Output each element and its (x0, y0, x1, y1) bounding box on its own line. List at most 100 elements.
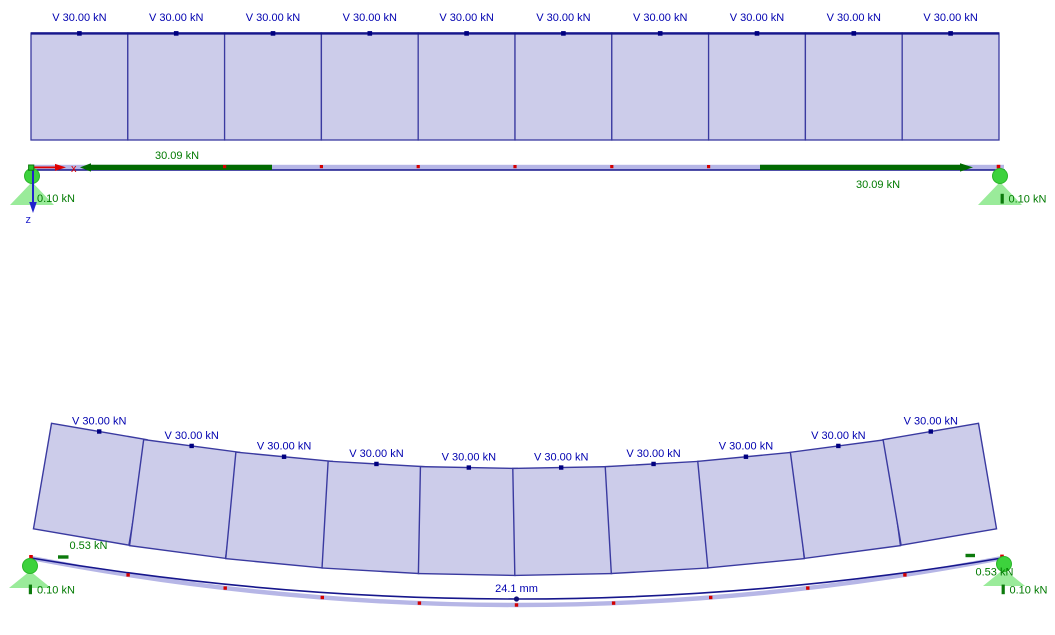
deflection-node-dot[interactable] (709, 595, 713, 600)
deformed-panel[interactable] (417, 465, 518, 577)
load-label[interactable]: V 30.00 kN (923, 12, 977, 24)
axial-force-arrowhead-right-icon (960, 163, 973, 172)
panel[interactable] (223, 32, 323, 141)
axis-z-label: z (26, 214, 32, 226)
member-node-dot[interactable] (416, 165, 420, 169)
load-label[interactable]: V 30.00 kN (633, 12, 687, 24)
deformed-load-label[interactable]: V 30.00 kN (626, 448, 680, 460)
panel[interactable] (30, 32, 129, 141)
member-node-dot[interactable] (223, 165, 227, 169)
deformed-panel[interactable] (512, 465, 613, 577)
deformed-load-label[interactable]: V 30.00 kN (442, 452, 496, 464)
load-label[interactable]: V 30.00 kN (52, 12, 106, 24)
end-force-label-right: 0.53 kN (976, 567, 1014, 579)
deformed-load-label[interactable]: V 30.00 kN (257, 441, 311, 453)
load-dot[interactable] (173, 31, 179, 36)
deflection-node-dot[interactable] (126, 573, 130, 577)
support-right-roller-circle[interactable] (992, 168, 1008, 184)
load-dot[interactable] (657, 31, 663, 36)
deflection-node-dot[interactable] (514, 603, 519, 607)
load-dot[interactable] (464, 31, 469, 36)
load-label[interactable]: V 30.00 kN (149, 12, 203, 24)
deformed-support-right-roller-circle[interactable] (996, 556, 1012, 572)
deformed-support-left-triangle[interactable] (9, 571, 51, 588)
load-dot[interactable] (851, 31, 857, 36)
deflection-node-dot[interactable] (29, 555, 33, 559)
load-label[interactable]: V 30.00 kN (246, 12, 300, 24)
deflection-node-dot[interactable] (417, 601, 422, 605)
panel[interactable] (707, 32, 807, 141)
load-label[interactable]: V 30.00 kN (730, 12, 784, 24)
deformed-support-left-roller-circle[interactable] (22, 558, 38, 574)
load-label[interactable]: V 30.00 kN (536, 12, 590, 24)
deflection-node-dot[interactable] (223, 586, 227, 590)
axial-force-label-right: 30.09 kN (856, 179, 900, 191)
deformed-support-right-triangle[interactable] (983, 569, 1025, 586)
member-node-dot[interactable] (707, 165, 711, 169)
load-label[interactable]: V 30.00 kN (439, 12, 493, 24)
deformed-load-label[interactable]: V 30.00 kN (719, 441, 773, 453)
deformed-load-label[interactable]: V 30.00 kN (164, 430, 218, 442)
load-dot[interactable] (77, 31, 82, 36)
deformed-panel[interactable] (882, 422, 998, 546)
deformed-load-dot[interactable] (374, 461, 379, 467)
deformed-panel[interactable] (224, 451, 334, 569)
load-label[interactable]: V 30.00 kN (827, 12, 881, 24)
deformed-reaction-bar-right-icon (1001, 584, 1005, 595)
member-band[interactable] (31, 164, 1004, 170)
member-node-dot[interactable] (610, 165, 614, 169)
deformed-load-dot[interactable] (189, 443, 194, 449)
deformed-load-dot[interactable] (743, 454, 749, 459)
end-force-bar-left-icon (58, 555, 69, 559)
deformed-panel[interactable] (32, 422, 148, 546)
deformed-panel[interactable] (128, 438, 241, 560)
deflection-node-dot[interactable] (320, 595, 324, 600)
deformed-reaction-label-left: 0.10 kN (37, 585, 75, 597)
deformed-load-label[interactable]: V 30.00 kN (534, 452, 588, 464)
deformed-load-dot[interactable] (836, 443, 841, 449)
deformed-load-label[interactable]: V 30.00 kN (904, 416, 958, 428)
deformed-load-label[interactable]: V 30.00 kN (349, 448, 403, 460)
deformed-load-dot[interactable] (651, 461, 656, 467)
deformed-panel[interactable] (696, 451, 806, 569)
member-node-dot[interactable] (319, 165, 323, 169)
deformed-panel[interactable] (321, 460, 426, 575)
member-node-dot[interactable] (996, 164, 1001, 169)
deformed-load-label[interactable]: V 30.00 kN (72, 416, 126, 428)
deformed-load-dot[interactable] (928, 429, 933, 434)
deformed-load-dot[interactable] (466, 465, 472, 470)
panel[interactable] (127, 32, 226, 141)
deformed-reaction-label-right: 0.10 kN (1010, 585, 1048, 597)
support-right-triangle[interactable] (978, 182, 1022, 205)
load-dot[interactable] (367, 31, 373, 36)
deformed-load-dot[interactable] (281, 454, 287, 459)
load-dot[interactable] (561, 31, 566, 36)
deflection-node-dot[interactable] (903, 573, 907, 577)
deformed-load-label[interactable]: V 30.00 kN (811, 430, 865, 442)
member-node-dot[interactable] (513, 165, 517, 169)
load-dot[interactable] (754, 31, 760, 36)
origin-node-marker[interactable] (28, 164, 35, 171)
panel[interactable] (901, 32, 1000, 141)
axis-x-label: x (71, 163, 77, 175)
end-force-bar-right-icon (965, 553, 975, 558)
reaction-label-right: 0.10 kN (1009, 194, 1047, 206)
panel[interactable] (804, 32, 903, 141)
panel[interactable] (320, 32, 419, 141)
panel[interactable] (611, 32, 710, 141)
deformed-panel[interactable] (789, 438, 902, 560)
deflection-node-dot[interactable] (611, 601, 616, 605)
deformed-load-dot[interactable] (97, 429, 102, 434)
panel[interactable] (417, 32, 516, 141)
deflection-node-dot[interactable] (806, 586, 810, 590)
load-label[interactable]: V 30.00 kN (343, 12, 397, 24)
panel[interactable] (514, 32, 613, 141)
deformed-panel[interactable] (604, 460, 709, 575)
load-dot[interactable] (948, 31, 953, 36)
deformed-load-dot[interactable] (558, 465, 564, 470)
axis-x-arrowhead-icon (55, 163, 66, 171)
end-force-label-left: 0.53 kN (70, 540, 108, 552)
load-dot[interactable] (270, 31, 276, 36)
